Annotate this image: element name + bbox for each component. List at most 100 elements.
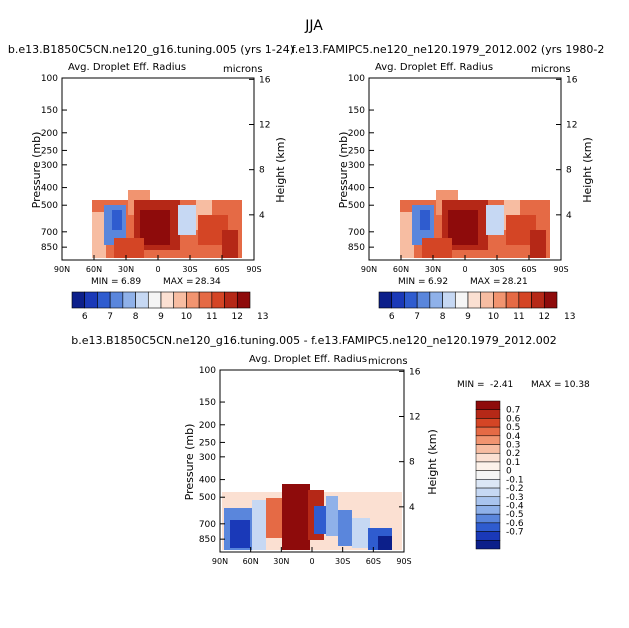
y-tick-label: 100 xyxy=(348,74,365,84)
colorbar-label: 8 xyxy=(440,312,446,322)
colorbar-swatch xyxy=(391,291,405,309)
colorbar-label: 10 xyxy=(488,312,500,322)
colorbar-swatch xyxy=(160,291,175,309)
colorbar-label: 8 xyxy=(133,312,139,322)
colorbar-label: 9 xyxy=(158,312,164,322)
x-tick-label: 0 xyxy=(155,265,160,274)
y-tick-label: 200 xyxy=(348,129,365,139)
y-tick-label: 250 xyxy=(348,146,365,156)
y-tick-label: 850 xyxy=(348,243,365,253)
x-tick-label: 90S xyxy=(246,265,261,274)
panel-1-min-value: 6.89 xyxy=(121,277,141,287)
colorbar-swatch xyxy=(518,291,532,309)
colorbar-swatch xyxy=(211,291,225,309)
colorbar-label: -0.1 xyxy=(506,475,524,485)
colorbar-swatch xyxy=(404,291,418,309)
colorbar-swatch xyxy=(475,452,501,463)
y-tick-label: 500 xyxy=(199,493,216,503)
y-tick-label: 500 xyxy=(348,201,365,211)
colorbar-label: 11 xyxy=(206,312,217,322)
x-tick-label: 60S xyxy=(366,557,381,566)
colorbar-label: 10 xyxy=(181,312,193,322)
colorbar-label: 11 xyxy=(513,312,524,322)
colorbar-swatch xyxy=(236,291,251,309)
colorbar-swatch xyxy=(122,291,136,309)
colorbar-swatch xyxy=(475,409,501,419)
colorbar-label: 0.7 xyxy=(506,406,520,416)
colorbar-swatch xyxy=(475,505,501,515)
panel-3: b.e13.B1850C5CN.ne120_g16.tuning.005 - f… xyxy=(71,334,590,566)
colorbar-swatch xyxy=(173,291,187,309)
panel-3-units: microns xyxy=(368,356,408,367)
x-tick-label: 30N xyxy=(273,557,289,566)
y2-tick-label: 16 xyxy=(409,367,421,377)
x-tick-label: 60S xyxy=(521,265,536,274)
colorbar-swatch xyxy=(475,522,501,532)
y2-tick-label: 12 xyxy=(566,121,577,131)
y-tick-label: 700 xyxy=(348,228,365,238)
y-tick-label: 150 xyxy=(41,106,58,116)
panel-3-subtitle: Avg. Droplet Eff. Radius xyxy=(249,354,367,365)
colorbar-swatch xyxy=(224,291,238,309)
y-tick-label: 200 xyxy=(41,129,58,139)
panel-2-colorbar: 6 7 8 9 10 11 12 13 xyxy=(378,291,575,322)
y-tick-label: 250 xyxy=(41,146,58,156)
colorbar-swatch xyxy=(493,291,507,309)
panel-1-ylabel: Pressure (mb) xyxy=(30,132,43,209)
y-tick-label: 300 xyxy=(348,161,365,171)
colorbar-swatch xyxy=(84,291,98,309)
colorbar-swatch xyxy=(429,291,443,309)
panel-3-min-value: -2.41 xyxy=(490,380,513,390)
x-tick-label: 60N xyxy=(243,557,259,566)
panel-1-units: microns xyxy=(223,64,263,75)
y2-tick-label: 16 xyxy=(566,75,578,85)
y-tick-label: 100 xyxy=(199,366,216,376)
panel-1-field xyxy=(92,190,242,258)
colorbar-label: 7 xyxy=(414,312,420,322)
panel-3-max-value: 10.38 xyxy=(564,380,590,390)
panel-1-min-label: MIN = xyxy=(91,277,119,287)
panel-1-colorbar: 6 7 8 9 10 11 12 13 xyxy=(71,291,268,322)
panel-2: f.e13.FAMIPC5.ne120_ne120.1979_2012.002 … xyxy=(292,43,605,322)
colorbar-swatch xyxy=(71,291,86,309)
colorbar-swatch xyxy=(475,540,501,550)
colorbar-swatch xyxy=(442,291,456,309)
colorbar-swatch xyxy=(480,291,494,309)
y2-tick-label: 16 xyxy=(259,75,271,85)
x-tick-label: 30S xyxy=(335,557,350,566)
colorbar-label: 0.3 xyxy=(506,441,520,451)
colorbar-swatch xyxy=(97,291,111,309)
panel-2-min-value: 6.92 xyxy=(428,277,448,287)
colorbar-label: -0.2 xyxy=(506,484,524,494)
panel-2-title: f.e13.FAMIPC5.ne120_ne120.1979_2012.002 … xyxy=(292,43,605,56)
season-title: JJA xyxy=(304,18,323,34)
y2-tick-label: 4 xyxy=(259,211,265,221)
colorbar-swatch xyxy=(475,513,501,524)
panel-2-subtitle: Avg. Droplet Eff. Radius xyxy=(375,62,493,73)
colorbar-swatch xyxy=(531,291,545,309)
colorbar-label: 0 xyxy=(506,467,512,477)
panel-1-title: b.e13.B1850C5CN.ne120_g16.tuning.005 (yr… xyxy=(8,43,294,56)
colorbar-label: 13 xyxy=(564,312,575,322)
y-tick-label: 850 xyxy=(41,243,58,253)
x-tick-label: 60S xyxy=(214,265,229,274)
y2-tick-label: 8 xyxy=(409,458,415,468)
panel-1-max-value: 28.34 xyxy=(195,277,221,287)
colorbar-swatch xyxy=(147,291,162,309)
colorbar-swatch xyxy=(475,418,501,428)
colorbar-swatch xyxy=(475,444,501,454)
colorbar-swatch xyxy=(475,531,501,541)
panel-1: b.e13.B1850C5CN.ne120_g16.tuning.005 (yr… xyxy=(8,43,294,322)
colorbar-label: 12 xyxy=(232,312,243,322)
colorbar-swatch xyxy=(198,291,213,309)
colorbar-swatch xyxy=(475,496,501,506)
x-tick-label: 60N xyxy=(86,265,102,274)
panel-2-y2label: Height (km) xyxy=(581,137,594,203)
x-tick-label: 30S xyxy=(182,265,197,274)
colorbar-label: 6 xyxy=(389,312,395,322)
y-tick-label: 150 xyxy=(199,398,216,408)
panel-3-max-label: MAX = xyxy=(531,380,562,390)
colorbar-swatch xyxy=(135,291,149,309)
y-tick-label: 400 xyxy=(348,184,365,194)
